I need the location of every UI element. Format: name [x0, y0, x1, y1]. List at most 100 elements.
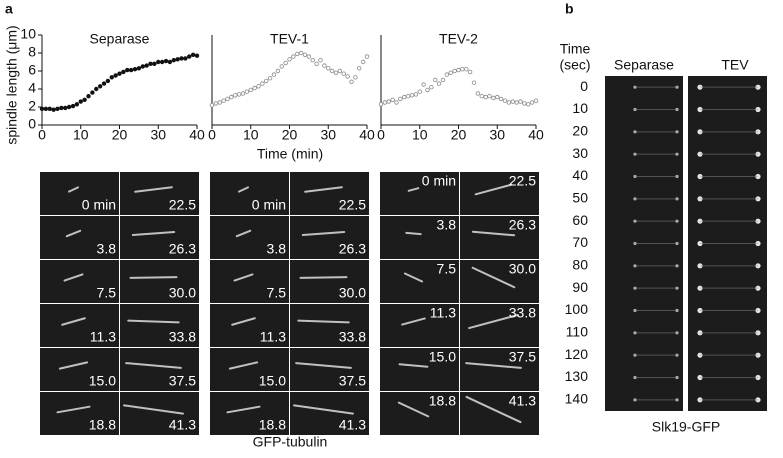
spindle: [397, 401, 430, 418]
data-point: [436, 81, 442, 86]
data-point: [479, 93, 484, 99]
data-point: [298, 50, 304, 56]
data-point: [179, 56, 184, 61]
data-point: [295, 51, 300, 57]
data-point: [429, 84, 434, 90]
data-point: [475, 91, 481, 96]
data-point: [341, 71, 346, 76]
x-axis-label: Time (min): [257, 146, 323, 162]
spindle: [134, 186, 173, 193]
x-tick-label: 10: [243, 127, 259, 143]
spindle: [293, 404, 354, 415]
data-point: [117, 71, 122, 76]
spindle: [465, 395, 522, 424]
spindle: [65, 229, 82, 238]
micrograph: [290, 172, 369, 215]
data-point: [252, 85, 257, 91]
spindle: [67, 186, 80, 193]
time-label: 41.3: [169, 417, 196, 433]
time-value: 70: [572, 234, 588, 250]
data-point: [329, 68, 335, 74]
time-label: 18.8: [89, 417, 116, 433]
spindle: [127, 319, 180, 324]
data-point: [144, 63, 149, 68]
data-point: [287, 57, 292, 62]
micrograph: [40, 260, 119, 303]
data-point: [283, 60, 288, 66]
data-point: [337, 68, 343, 74]
y-tick-label: 0: [28, 116, 36, 132]
data-point: [90, 90, 95, 95]
data-point: [260, 81, 265, 86]
spindle: [56, 405, 91, 414]
spindle: [231, 317, 256, 326]
y-tick-label: 10: [20, 26, 36, 42]
time-label: 30.0: [339, 285, 366, 301]
data-point: [378, 102, 384, 107]
data-point: [421, 82, 426, 87]
data-point: [467, 69, 473, 75]
time-label: 37.5: [169, 373, 196, 389]
micrograph: [380, 392, 459, 435]
spindle: [61, 317, 86, 326]
data-point: [190, 52, 196, 57]
micrograph: [40, 348, 119, 391]
time-label: 30.0: [509, 261, 536, 277]
x-tick-label: 0: [377, 127, 385, 143]
data-point: [533, 98, 539, 103]
micrograph: [210, 304, 289, 347]
micrograph: [40, 172, 119, 215]
spindle: [63, 273, 84, 282]
time-label: 3.8: [437, 217, 457, 233]
data-point: [413, 92, 419, 97]
data-point: [345, 74, 350, 79]
micrograph: [210, 216, 289, 259]
data-point: [306, 54, 312, 59]
data-point: [225, 96, 230, 102]
time-value: 60: [572, 212, 588, 228]
data-point: [136, 66, 142, 71]
time-label: 41.3: [509, 393, 536, 409]
data-point: [394, 100, 399, 105]
x-tick-label: 40: [359, 127, 375, 143]
data-point: [510, 99, 515, 104]
time-value: 20: [572, 123, 588, 139]
micrograph: [380, 348, 459, 391]
data-point: [514, 100, 519, 105]
micrograph: [380, 260, 459, 303]
micrograph: [290, 216, 369, 259]
time-label: 41.3: [339, 417, 366, 433]
data-point: [460, 66, 465, 72]
x-tick-label: 10: [412, 127, 428, 143]
data-point: [213, 101, 219, 106]
data-point: [444, 72, 450, 77]
x-tick-label: 30: [320, 127, 336, 143]
data-point: [39, 106, 45, 111]
micrograph: [210, 172, 289, 215]
micrograph: [460, 304, 539, 347]
spindle: [304, 186, 343, 193]
spindle: [465, 362, 522, 369]
micrograph: [380, 216, 459, 259]
micrograph: [290, 348, 369, 391]
time-label: 15.0: [259, 373, 286, 389]
data-point: [55, 106, 60, 111]
x-tick-label: 40: [528, 127, 544, 143]
time-label: 37.5: [339, 373, 366, 389]
micrograph: [380, 304, 459, 347]
data-point: [529, 100, 535, 105]
spindle: [474, 183, 513, 196]
data-point: [101, 81, 107, 86]
micrograph: [460, 348, 539, 391]
spindle: [403, 272, 424, 283]
data-point: [440, 77, 446, 83]
micrograph: [210, 392, 289, 435]
time-label: 26.3: [169, 241, 196, 257]
time-label: 0 min: [422, 173, 456, 189]
time-label: 26.3: [339, 241, 366, 257]
micrograph: [460, 216, 539, 259]
data-point: [405, 93, 411, 99]
x-tick-label: 10: [73, 127, 89, 143]
data-point: [448, 70, 453, 75]
spindle: [301, 231, 346, 236]
